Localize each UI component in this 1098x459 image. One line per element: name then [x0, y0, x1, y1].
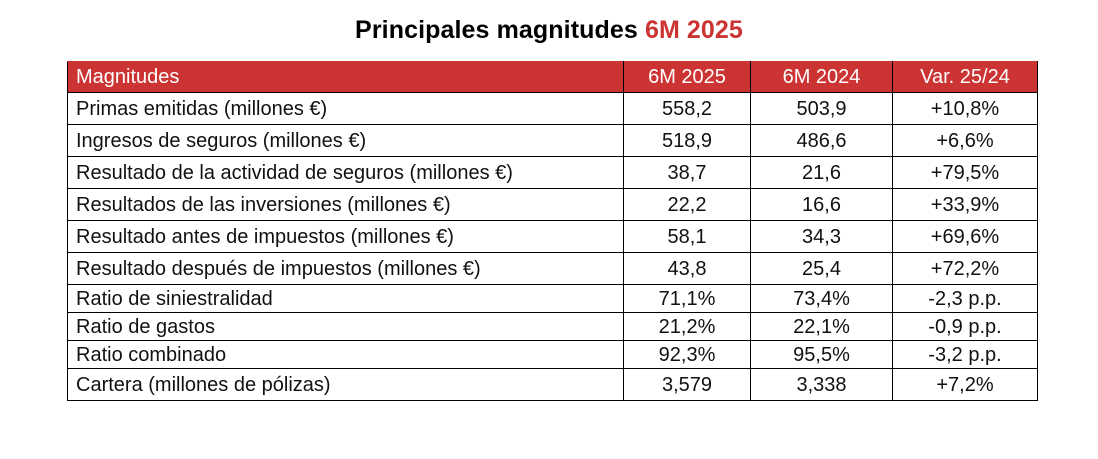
- value-6m-2024: 486,6: [750, 124, 893, 157]
- row-label: Ratio combinado: [67, 340, 624, 369]
- page-title: Principales magnitudes 6M 2025: [0, 16, 1098, 45]
- table-row: Cartera (millones de pólizas) 3,579 3,33…: [67, 368, 1038, 401]
- value-6m-2025: 21,2%: [623, 312, 751, 341]
- title-main: Principales magnitudes: [355, 16, 645, 44]
- header-6m-2025: 6M 2025: [623, 61, 751, 93]
- value-variation: +72,2%: [892, 252, 1038, 285]
- value-6m-2024: 34,3: [750, 220, 893, 253]
- value-6m-2025: 92,3%: [623, 340, 751, 369]
- value-6m-2025: 3,579: [623, 368, 751, 401]
- value-6m-2025: 558,2: [623, 92, 751, 125]
- value-6m-2025: 43,8: [623, 252, 751, 285]
- header-magnitudes: Magnitudes: [67, 61, 624, 93]
- value-6m-2024: 73,4%: [750, 284, 893, 313]
- table-row: Resultado de la actividad de seguros (mi…: [67, 156, 1038, 189]
- header-6m-2024: 6M 2024: [750, 61, 893, 93]
- row-label: Ratio de gastos: [67, 312, 624, 341]
- value-variation: +7,2%: [892, 368, 1038, 401]
- value-variation: +10,8%: [892, 92, 1038, 125]
- table-row: Resultados de las inversiones (millones …: [67, 188, 1038, 221]
- row-label: Resultado de la actividad de seguros (mi…: [67, 156, 624, 189]
- table-row: Resultado después de impuestos (millones…: [67, 252, 1038, 285]
- row-label: Resultado después de impuestos (millones…: [67, 252, 624, 285]
- value-6m-2025: 22,2: [623, 188, 751, 221]
- value-6m-2025: 38,7: [623, 156, 751, 189]
- value-6m-2024: 95,5%: [750, 340, 893, 369]
- value-6m-2024: 503,9: [750, 92, 893, 125]
- value-variation: +79,5%: [892, 156, 1038, 189]
- value-6m-2025: 58,1: [623, 220, 751, 253]
- table-row: Ratio combinado 92,3% 95,5% -3,2 p.p.: [67, 340, 1038, 369]
- row-label: Cartera (millones de pólizas): [67, 368, 624, 401]
- table-header-row: Magnitudes 6M 2025 6M 2024 Var. 25/24: [67, 61, 1038, 93]
- value-6m-2024: 16,6: [750, 188, 893, 221]
- value-variation: -2,3 p.p.: [892, 284, 1038, 313]
- title-period: 6M 2025: [644, 16, 743, 44]
- table-row: Primas emitidas (millones €) 558,2 503,9…: [67, 92, 1038, 125]
- header-variation: Var. 25/24: [892, 61, 1038, 93]
- value-variation: -3,2 p.p.: [892, 340, 1038, 369]
- table-row: Ingresos de seguros (millones €) 518,9 4…: [67, 124, 1038, 157]
- value-6m-2025: 518,9: [623, 124, 751, 157]
- value-6m-2024: 25,4: [750, 252, 893, 285]
- row-label: Ratio de siniestralidad: [67, 284, 624, 313]
- value-variation: +33,9%: [892, 188, 1038, 221]
- value-6m-2025: 71,1%: [623, 284, 751, 313]
- row-label: Resultados de las inversiones (millones …: [67, 188, 624, 221]
- value-variation: -0,9 p.p.: [892, 312, 1038, 341]
- row-label: Primas emitidas (millones €): [67, 92, 624, 125]
- value-variation: +6,6%: [892, 124, 1038, 157]
- table-row: Ratio de siniestralidad 71,1% 73,4% -2,3…: [67, 284, 1038, 313]
- table-row: Resultado antes de impuestos (millones €…: [67, 220, 1038, 253]
- row-label: Resultado antes de impuestos (millones €…: [67, 220, 624, 253]
- value-6m-2024: 3,338: [750, 368, 893, 401]
- value-variation: +69,6%: [892, 220, 1038, 253]
- value-6m-2024: 21,6: [750, 156, 893, 189]
- key-figures-table: Magnitudes 6M 2025 6M 2024 Var. 25/24 Pr…: [67, 61, 1038, 401]
- table-row: Ratio de gastos 21,2% 22,1% -0,9 p.p.: [67, 312, 1038, 341]
- row-label: Ingresos de seguros (millones €): [67, 124, 624, 157]
- value-6m-2024: 22,1%: [750, 312, 893, 341]
